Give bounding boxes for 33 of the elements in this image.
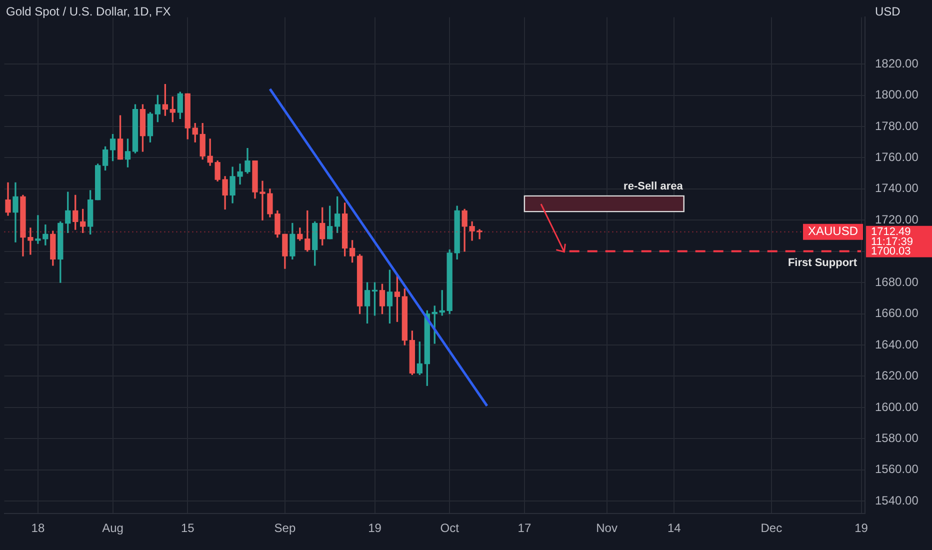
x-tick-label: 17: [518, 521, 532, 536]
ref-line-label: First Support: [788, 256, 858, 269]
y-axis-title: USD: [875, 4, 901, 18]
y-tick-label: 1680.00: [875, 274, 919, 289]
y-tick-label: 1820.00: [875, 56, 919, 70]
text: 1700.03: [871, 245, 911, 258]
text: 1712.49: [871, 226, 911, 238]
y-tick-label: 1540.00: [875, 493, 919, 508]
x-tick-label: Aug: [102, 521, 124, 536]
y-tick-label: 1740.00: [875, 181, 919, 196]
text: 11:17:39: [871, 236, 914, 248]
y-tick-label: 1800.00: [875, 88, 919, 102]
y-tick-label: 1660.00: [875, 306, 919, 320]
x-tick-label: Nov: [596, 521, 618, 536]
x-tick-label: 15: [180, 521, 195, 536]
x-tick-label: 14: [667, 521, 682, 536]
x-tick-label: 19: [368, 521, 382, 536]
y-tick-label: 1780.00: [875, 118, 919, 133]
y-tick-label: 1580.00: [875, 430, 919, 445]
x-tick-label: Oct: [440, 521, 460, 536]
x-tick-label: 18: [31, 521, 45, 536]
y-tick-label: 1560.00: [875, 462, 919, 476]
chart-title: Gold Spot / U.S. Dollar, 1D, FX: [6, 4, 171, 18]
x-tick-label: Dec: [760, 521, 782, 536]
y-tick-label: 1720.00: [875, 212, 919, 226]
x-tick-label: 19: [854, 521, 868, 536]
y-tick-label: 1760.00: [875, 150, 919, 164]
band-label: re-Sell area: [624, 180, 684, 192]
y-tick-label: 1640.00: [875, 337, 919, 352]
y-tick-label: 1620.00: [875, 368, 919, 383]
ref-line-label: XAUUSD: [808, 224, 858, 238]
y-tick-label: 1600.00: [875, 400, 919, 414]
x-tick-label: Sep: [274, 521, 296, 536]
